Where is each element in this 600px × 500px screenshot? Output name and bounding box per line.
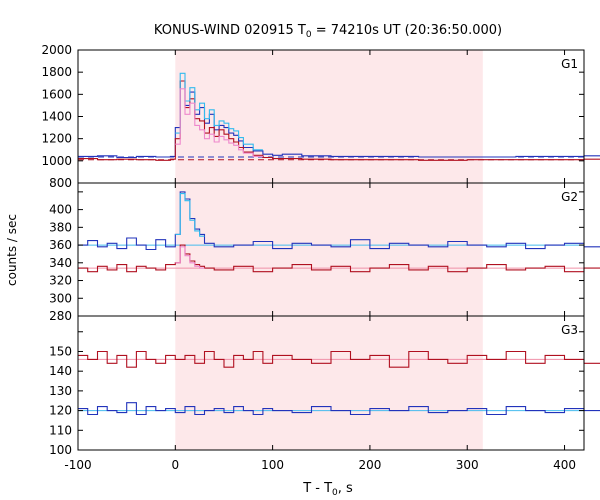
series-blue [78,402,600,416]
x-tick-label: 100 [261,458,284,472]
panel-label: G1 [561,57,578,71]
y-tick-label: 300 [49,291,72,305]
x-tick-label: 400 [553,458,576,472]
y-tick-label: 1000 [41,154,72,168]
y-tick-label: 110 [49,423,72,437]
y-tick-label: 800 [49,176,72,190]
y-tick-label: 130 [49,384,72,398]
series-red [78,80,600,161]
y-tick-label: 360 [49,238,72,252]
panel-label: G3 [561,323,578,337]
y-tick-label: 320 [49,274,72,288]
x-axis-label: T - T0, s [302,481,353,498]
panel-g1: 800 1000 1200 1400 1600 1800 2000 G1 [41,43,600,190]
series-red [78,244,600,273]
y-tick-label: 1400 [41,110,72,124]
series-blue [78,191,600,251]
y-tick-label: 120 [49,404,72,418]
y-tick-label: 2000 [41,43,72,57]
y-tick-label: 150 [49,344,72,358]
shaded-interval [175,183,483,316]
y-tick-label: 1200 [41,132,72,146]
y-tick-label: 380 [49,220,72,234]
x-tick-label: -100 [64,458,91,472]
y-tick-label: 280 [49,309,72,323]
y-tick-label: 1600 [41,87,72,101]
panel-g2: 280 300 320 340 360 380 400 G2 [49,182,600,323]
shaded-interval [175,50,483,183]
chart-title: KONUS-WIND 020915 T0 = 74210s UT (20:36:… [154,23,502,40]
panel-label: G2 [561,190,578,204]
panel-g3: 100 110 120 130 140 150 G3 [49,315,600,457]
series-blue [78,80,600,159]
y-axis-label: counts / sec [5,214,19,286]
y-tick-label: 400 [49,203,72,217]
series-cyan [175,193,205,237]
series-pink [175,88,263,157]
y-tick-label: 100 [49,443,72,457]
y-tick-label: 340 [49,256,72,270]
series-cyan [175,72,263,151]
shaded-interval [175,316,483,450]
series-pink [175,246,205,269]
x-tick-label: 200 [358,458,381,472]
panels: 800100012001400160018002000G128030032034… [41,43,600,472]
series-red [78,350,600,368]
x-tick-label: 300 [456,458,479,472]
y-tick-label: 1800 [41,65,72,79]
y-tick-label: 140 [49,364,72,378]
panel-frame [77,315,585,451]
x-tick-label: 0 [171,458,179,472]
